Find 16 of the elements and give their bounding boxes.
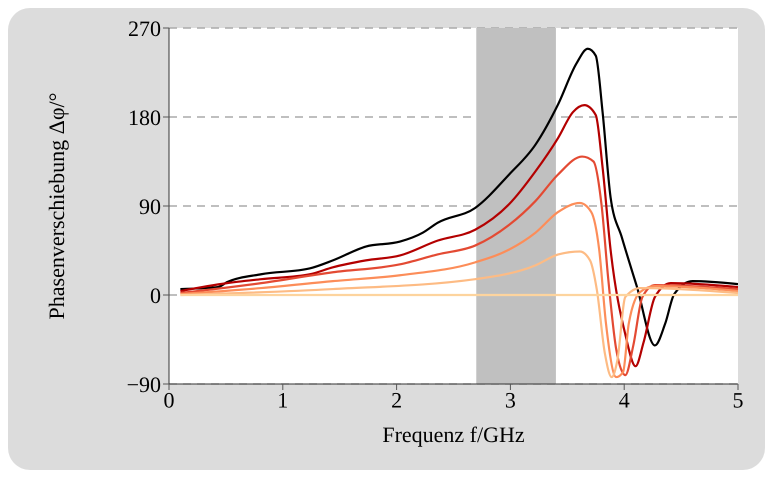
y-axis-title: Phasenverschiebung Δφ/°	[44, 92, 69, 320]
y-tick-label: −90	[126, 372, 161, 397]
line-series	[179, 155, 738, 376]
y-tick-label: 0	[150, 282, 161, 308]
line-series	[179, 202, 738, 378]
x-tick-label: 2	[391, 388, 402, 413]
x-tick-label: 5	[732, 388, 744, 413]
x-tick-label: 3	[504, 388, 516, 413]
x-tick-label: 1	[277, 388, 288, 413]
x-tick-label: 4	[618, 388, 630, 413]
y-tick-label: 270	[128, 16, 161, 41]
y-tick-label: 90	[139, 194, 161, 219]
line-series	[179, 48, 738, 347]
y-tick-label: 180	[128, 104, 161, 130]
x-axis-title: Frequenz f/GHz	[382, 422, 525, 447]
line-series	[179, 104, 738, 368]
